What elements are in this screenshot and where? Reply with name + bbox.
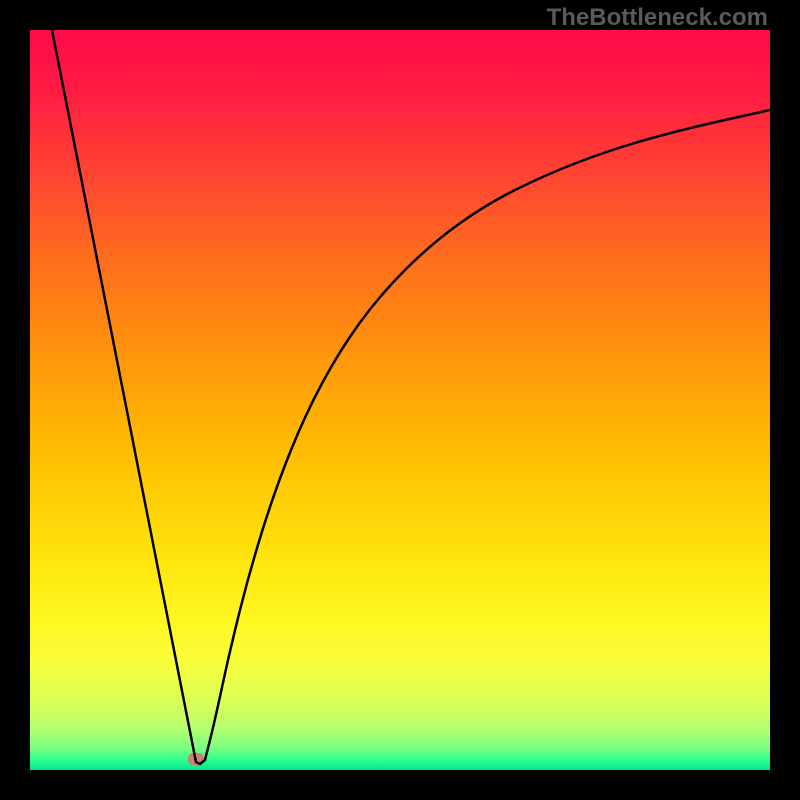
watermark-text: TheBottleneck.com [547, 4, 768, 32]
curve-layer [30, 30, 770, 770]
plot-region [30, 30, 770, 770]
chart-frame: TheBottleneck.com [0, 0, 800, 800]
bottleneck-curve [52, 30, 770, 764]
